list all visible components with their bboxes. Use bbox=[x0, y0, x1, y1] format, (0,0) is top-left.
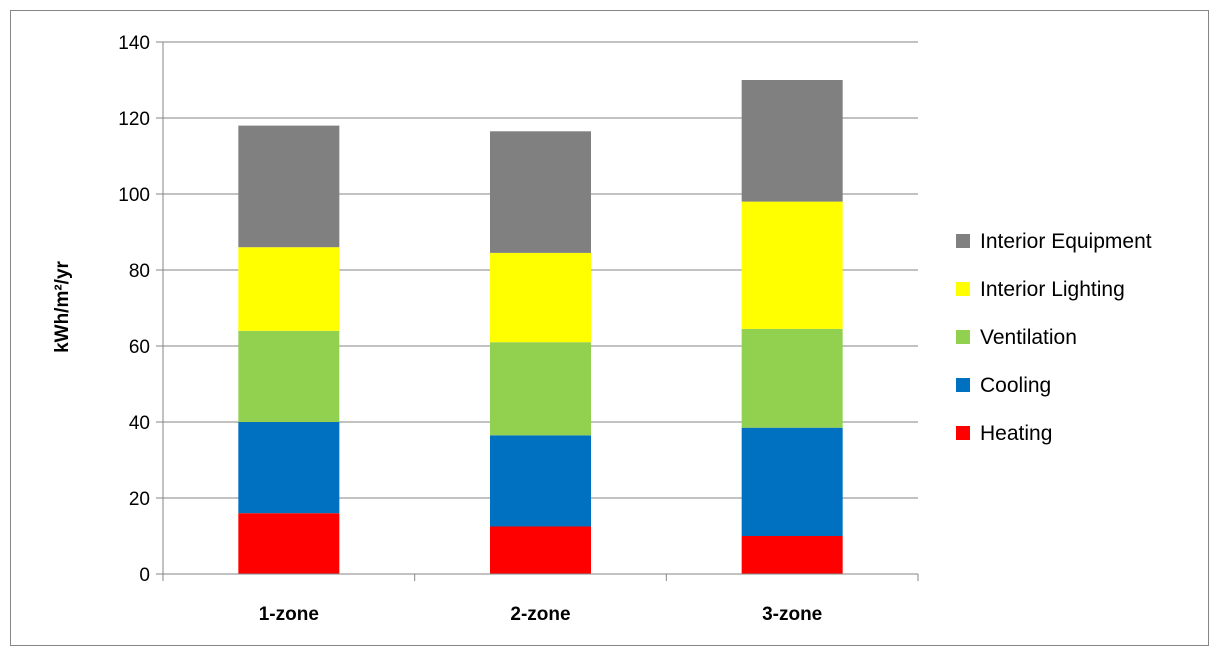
bar-segment-ventilation bbox=[490, 342, 591, 436]
bar-segment-cooling bbox=[741, 427, 843, 536]
legend-swatch bbox=[956, 330, 970, 344]
legend-label: Cooling bbox=[980, 374, 1051, 397]
axes: 0 20 40 60 80 100 120 140 1-zone 2-zone 3-zone bbox=[118, 33, 919, 625]
y-tick-label: 140 bbox=[118, 33, 150, 54]
y-tick-label: 100 bbox=[118, 185, 150, 206]
y-tick-label: 40 bbox=[129, 413, 150, 434]
legend-label: Interior Lighting bbox=[980, 278, 1125, 301]
y-tick-label: 0 bbox=[139, 565, 150, 586]
x-category-label: 1-zone bbox=[259, 604, 319, 625]
bars bbox=[238, 80, 843, 574]
legend: Interior Equipment Interior Lighting Venti… bbox=[956, 230, 1152, 445]
legend-swatch bbox=[956, 426, 970, 440]
bar-segment-ventilation bbox=[238, 330, 340, 422]
bar-segment-ventilation bbox=[741, 328, 843, 428]
legend-label: Interior Equipment bbox=[980, 230, 1152, 253]
bar-segment-heating bbox=[490, 526, 591, 574]
y-tick-label: 120 bbox=[118, 109, 150, 130]
bar-segment-cooling bbox=[490, 435, 591, 527]
stacked-bar-chart: 0 20 40 60 80 100 120 140 1-zone 2-zone 3-zone kWh… bbox=[52, 33, 1152, 625]
y-tick-label: 80 bbox=[129, 261, 150, 282]
legend-swatch bbox=[956, 282, 970, 296]
legend-swatch bbox=[956, 234, 970, 248]
y-tick-label: 60 bbox=[129, 337, 150, 358]
x-category-label: 3-zone bbox=[762, 604, 822, 625]
bar-segment-interior-lighting bbox=[238, 247, 340, 331]
bar-segment-heating bbox=[238, 513, 340, 574]
bar-segment-interior-equipment bbox=[490, 131, 591, 253]
legend-label: Ventilation bbox=[980, 326, 1077, 349]
y-axis-title: kWh/m²/yr bbox=[52, 260, 73, 352]
bar-segment-interior-lighting bbox=[490, 252, 591, 343]
bar-segment-interior-equipment bbox=[238, 125, 340, 248]
chart-area: 0 20 40 60 80 100 120 140 1-zone 2-zone 3-zone kWh… bbox=[10, 10, 1209, 646]
bar-segment-cooling bbox=[238, 422, 340, 514]
bar-segment-interior-lighting bbox=[741, 201, 843, 329]
y-tick-label: 20 bbox=[129, 489, 150, 510]
x-category-label: 2-zone bbox=[510, 604, 570, 625]
legend-label: Heating bbox=[980, 422, 1052, 445]
bar-segment-interior-equipment bbox=[741, 80, 843, 202]
legend-swatch bbox=[956, 378, 970, 392]
bar-segment-heating bbox=[741, 536, 843, 574]
